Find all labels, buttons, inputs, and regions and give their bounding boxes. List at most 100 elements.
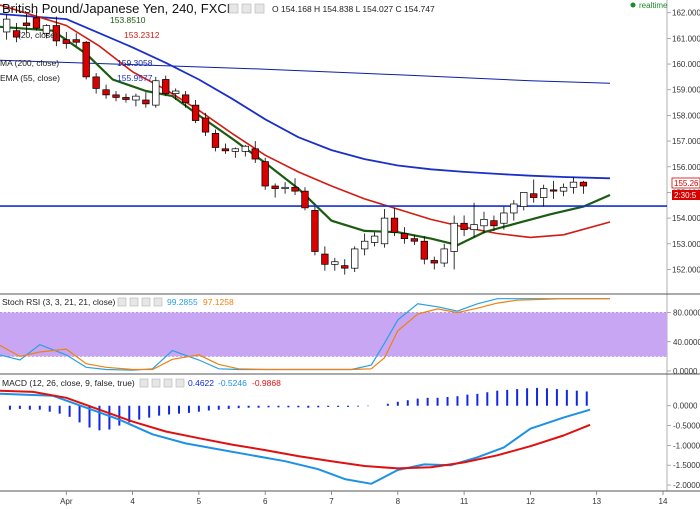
candle — [22, 13, 31, 34]
candle — [351, 246, 359, 273]
stoch-tick-label: 0.0000 — [673, 367, 698, 376]
candle — [390, 207, 399, 237]
macd-y-axis: 0.0000 -0.5000 -1.0000 -1.5000 -2.0000 — [667, 402, 700, 490]
stoch-close-icon[interactable] — [141, 297, 151, 307]
candle — [52, 16, 61, 47]
price-tick-label: 156.000 — [672, 163, 700, 172]
macd-line-macd — [0, 392, 591, 485]
candle — [32, 11, 41, 31]
candle — [460, 215, 468, 237]
candle-body — [261, 161, 269, 187]
candle-body — [152, 80, 160, 106]
candle-body — [162, 79, 170, 94]
price-tick-label: 153.000 — [672, 240, 700, 249]
macd-lines — [0, 389, 591, 485]
stoch-tick-label: 40.0000 — [673, 338, 700, 347]
stoch-k-value: 99.2855 — [167, 297, 198, 307]
candle — [569, 177, 578, 194]
series-line-ma200 — [0, 59, 611, 84]
macd-tick-label: -0.5000 — [673, 422, 700, 431]
candle-body — [22, 22, 31, 26]
macd-tick-label: -1.5000 — [673, 461, 700, 470]
macd-settings-icon[interactable] — [139, 378, 149, 388]
candle-body — [201, 117, 210, 133]
chart-visibility-icon[interactable] — [241, 3, 252, 14]
candle-body — [221, 148, 230, 152]
candle-body — [540, 188, 548, 198]
macd-visibility-icon[interactable] — [151, 378, 161, 388]
candle — [370, 232, 379, 247]
main-indicator-legend: 153.8510 (20, close) 153.2312 MA (200, c… — [0, 15, 160, 83]
stoch-overbought-band — [0, 312, 667, 357]
macd-line-signal — [0, 389, 591, 470]
candle-body — [351, 248, 359, 269]
candle-body — [291, 186, 299, 192]
countdown-tag: 2:30:5 — [672, 190, 700, 200]
chart-settings-icon[interactable] — [228, 3, 239, 14]
candle-body — [72, 39, 80, 43]
candle-body — [500, 212, 508, 224]
price-tick-label: 159.000 — [672, 86, 700, 95]
candle — [172, 88, 180, 100]
candle-body — [231, 148, 240, 152]
candle — [72, 33, 80, 47]
last-price-label: 155.26 — [674, 179, 699, 188]
macd-close-icon[interactable] — [163, 378, 173, 388]
candle-body — [271, 185, 279, 189]
candle — [62, 31, 70, 49]
candle — [331, 257, 339, 271]
price-tick-label: 160.000 — [672, 60, 700, 69]
candle — [450, 215, 458, 270]
candle-body — [32, 17, 41, 29]
macd-label: MACD (12, 26, close, 9, false, true) — [2, 378, 135, 388]
candle-body — [191, 104, 200, 121]
series-line-ema55 — [0, 13, 611, 180]
stoch-legend: Stoch RSI (3, 3, 21, 21, close) 99.2855 … — [2, 297, 234, 307]
candle-body — [460, 222, 468, 231]
last-price-tag: 155.26 — [671, 177, 700, 189]
candle-body — [12, 30, 21, 38]
candle — [82, 40, 90, 80]
chart-close-icon[interactable] — [254, 3, 265, 14]
candle — [559, 183, 568, 197]
candle — [400, 227, 409, 244]
candle-body — [112, 94, 120, 98]
stoch-label: Stoch RSI (3, 3, 21, 21, close) — [2, 297, 116, 307]
candle-body — [530, 193, 538, 198]
candle — [301, 187, 309, 211]
stoch-visibility-icon[interactable] — [129, 297, 139, 307]
candle-body — [370, 235, 379, 243]
stoch-rsi-lines — [0, 298, 610, 371]
macd-signal-value: -0.9868 — [252, 378, 281, 388]
ohlc-readout: O 154.168 H 154.838 L 154.027 C 154.747 — [272, 4, 435, 14]
candle — [251, 141, 259, 163]
candle — [2, 13, 11, 40]
candle-body — [281, 186, 289, 189]
candle-body — [82, 41, 90, 78]
symbol-title: British Pound/Japanese Yen, 240, FXCM — [2, 1, 238, 16]
candle-body — [390, 217, 399, 233]
stoch-settings-icon[interactable] — [117, 297, 127, 307]
price-panel-bg — [0, 0, 667, 291]
macd-tick-label: 0.0000 — [673, 402, 698, 411]
macd-more-icon[interactable] — [175, 378, 185, 388]
candle-body — [132, 95, 140, 101]
candle-body — [211, 133, 220, 148]
time-axis: Apr 4 5 6 7 8 11 12 13 14 — [60, 491, 668, 506]
candle-body — [579, 181, 588, 187]
price-tick-label: 154.000 — [672, 214, 700, 223]
candle-body — [510, 203, 518, 214]
candle — [430, 256, 438, 270]
candle — [12, 22, 21, 43]
candle-body — [2, 18, 11, 33]
macd-histogram — [8, 387, 588, 431]
candle-body — [52, 25, 61, 42]
candle — [291, 178, 299, 195]
candle-body — [410, 238, 419, 242]
candle-body — [440, 248, 448, 264]
candle — [420, 236, 428, 265]
realtime-dot-icon — [630, 2, 636, 8]
candle — [530, 179, 538, 203]
stoch-more-icon[interactable] — [153, 297, 163, 307]
